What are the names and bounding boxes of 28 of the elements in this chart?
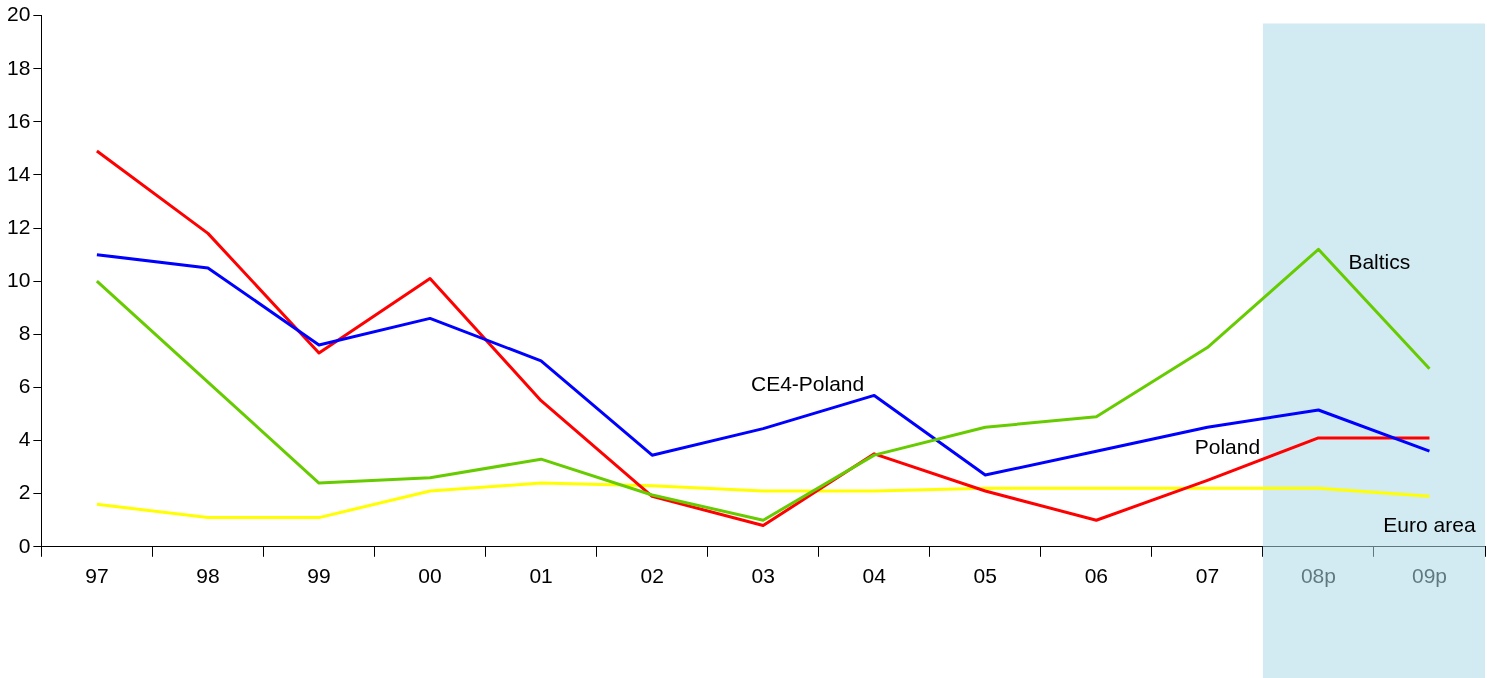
series-label: CE4-Poland	[750, 372, 865, 396]
x-tick-label: 05	[973, 564, 997, 588]
y-tick-label: 12	[7, 214, 31, 238]
x-tick-label: 06	[1084, 564, 1109, 588]
x-tick-label: 07	[1195, 564, 1220, 588]
y-tick-label: 18	[7, 55, 31, 79]
y-tick-label: 16	[7, 108, 31, 132]
x-tick-label: 02	[640, 564, 664, 588]
y-tick-label: 4	[18, 427, 31, 451]
x-tick-label: 97	[85, 564, 109, 588]
x-tick-label: 98	[196, 564, 220, 588]
series-label: Baltics	[1348, 250, 1411, 274]
x-tick-label: 03	[751, 564, 775, 588]
y-tick-label: 10	[7, 268, 31, 291]
y-tick-label: 20	[7, 2, 31, 26]
y-tick-label: 0	[18, 533, 31, 557]
y-tick-label: 8	[18, 321, 31, 345]
y-tick-label: 2	[18, 480, 31, 504]
x-tick-label: 01	[529, 564, 553, 588]
series-label: Euro area	[1383, 513, 1476, 537]
x-tick-label: 04	[862, 564, 887, 588]
x-tick-label: 08p	[1300, 564, 1336, 588]
x-tick-label: 99	[307, 564, 331, 588]
y-tick-label: 6	[18, 374, 31, 398]
x-tick-label: 00	[418, 564, 442, 588]
series-label: Poland	[1194, 435, 1261, 459]
x-tick-label: 09p	[1411, 564, 1447, 588]
y-tick-label: 14	[7, 161, 31, 185]
